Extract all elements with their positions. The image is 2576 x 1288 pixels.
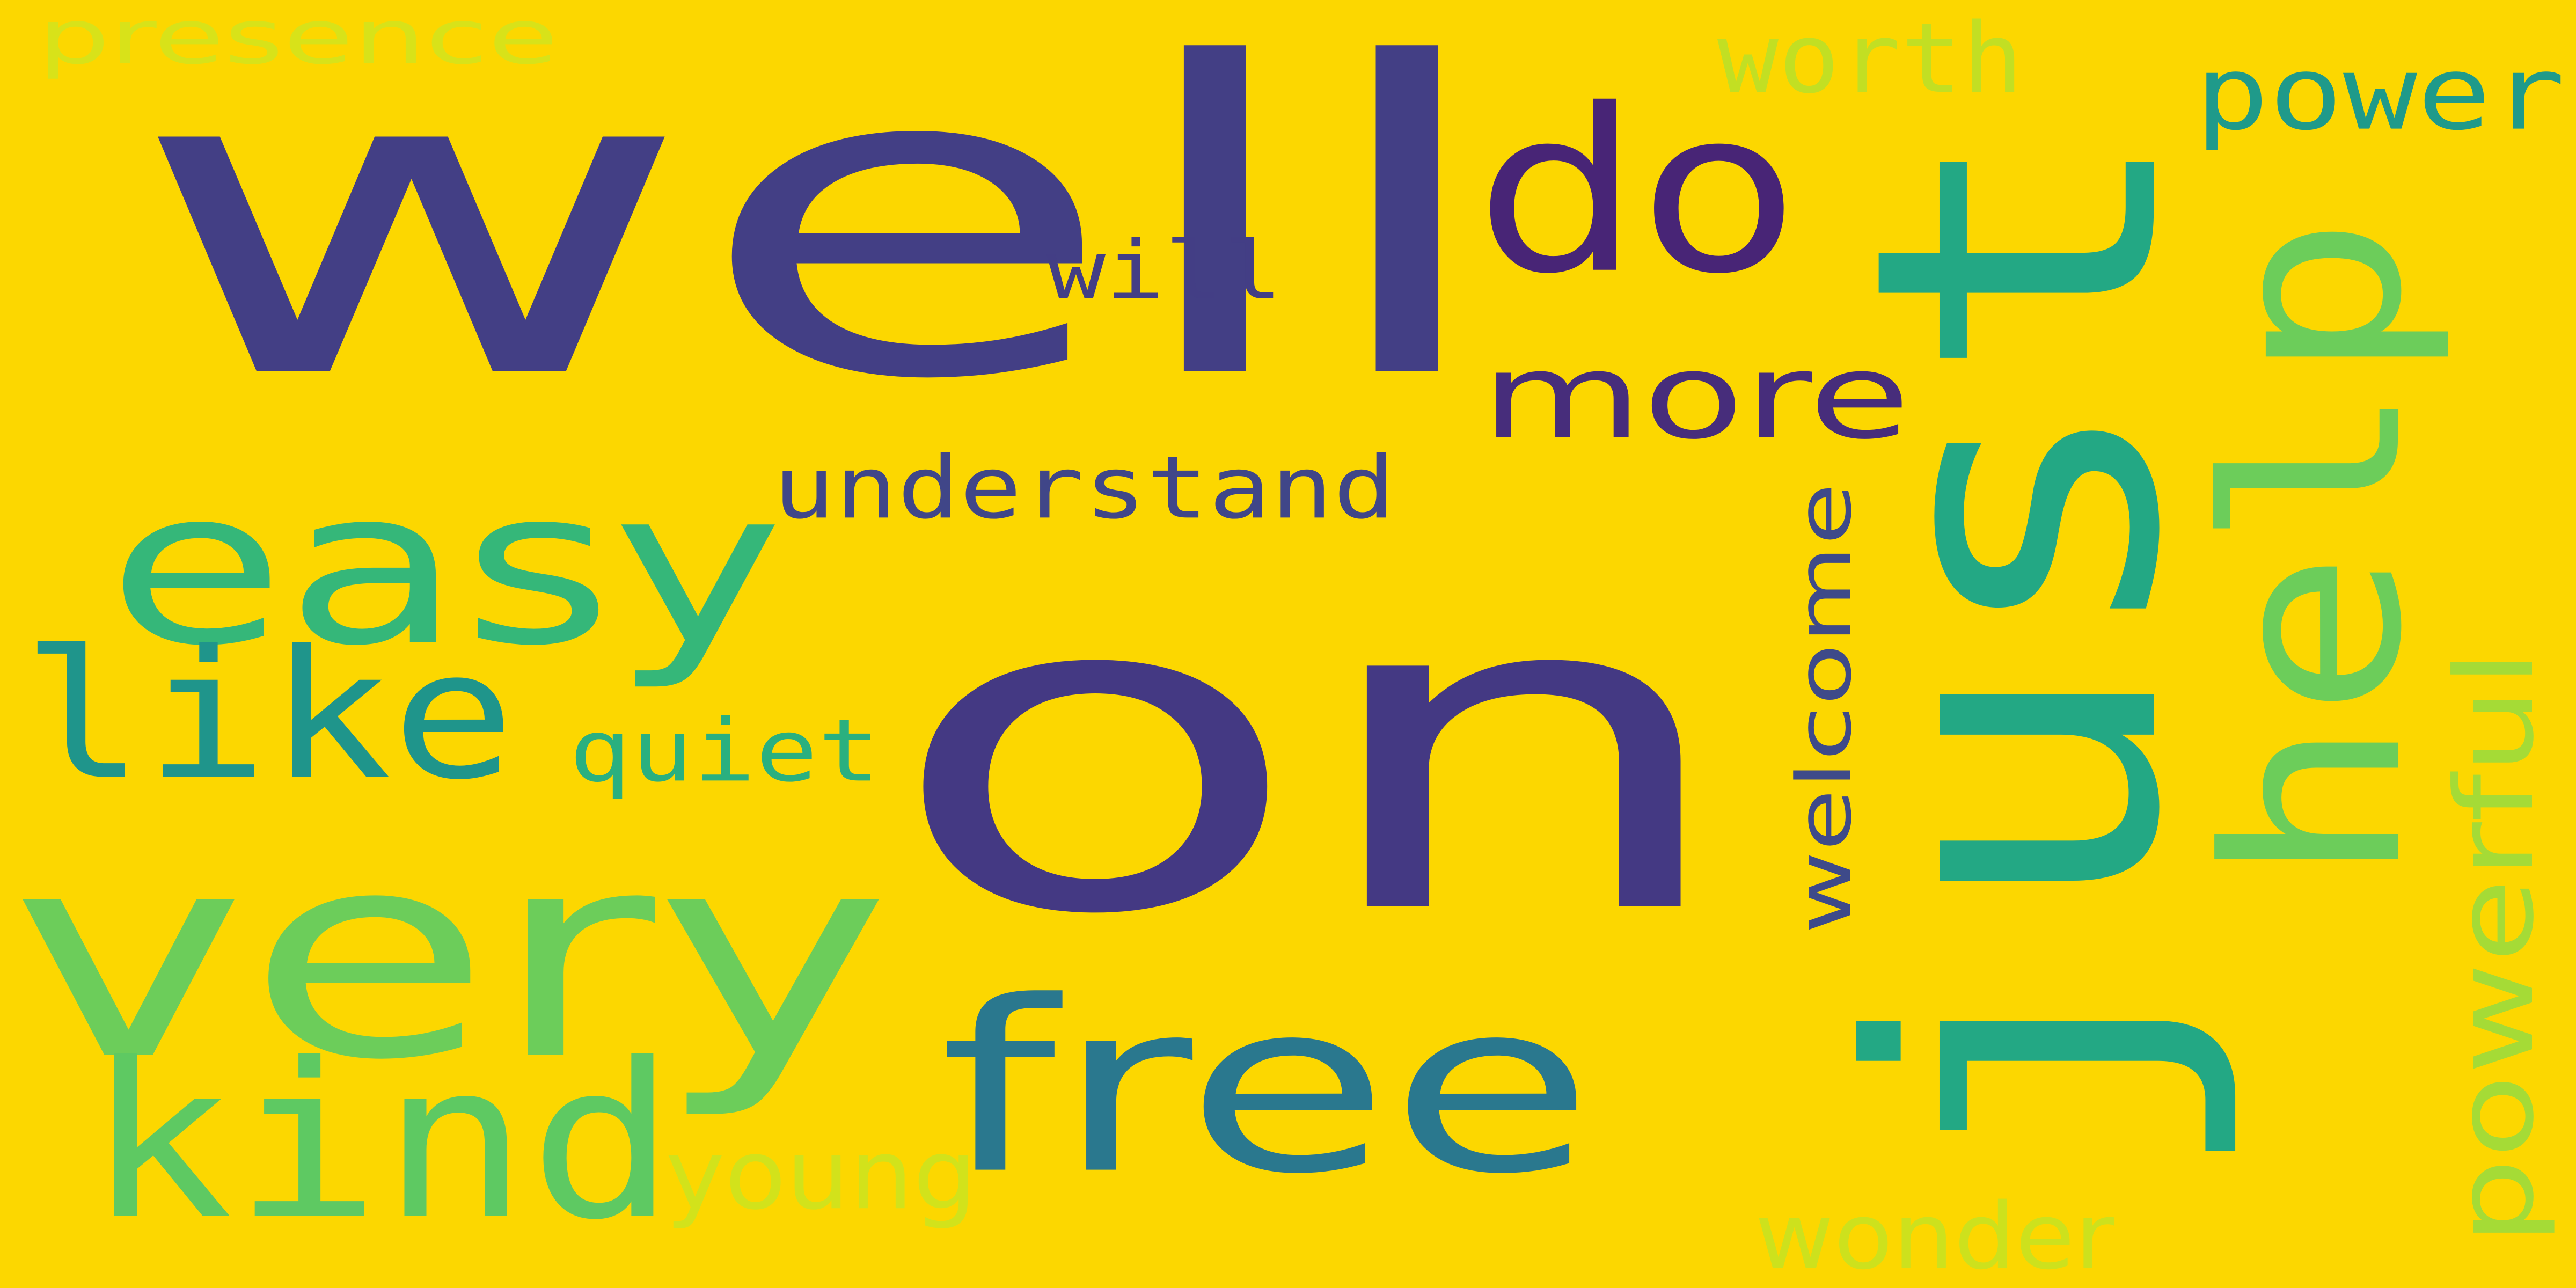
word-like: like: [21, 612, 515, 819]
word-understand: understand: [773, 437, 1395, 538]
word-free: free: [939, 950, 1594, 1227]
word-very: very: [11, 790, 891, 1123]
word-help: help: [2173, 215, 2456, 886]
word-more: more: [1481, 327, 1911, 466]
word-easy: easy: [107, 442, 784, 693]
word-do: do: [1476, 60, 1798, 324]
word-power: power: [2195, 33, 2565, 153]
word-powerful: powerful: [2432, 649, 2558, 1245]
word-worth: worth: [1717, 2, 2023, 115]
word-on: on: [885, 497, 1739, 1012]
word-kind: kind: [86, 1016, 676, 1268]
word-quiet: quiet: [569, 700, 880, 801]
word-presence: presence: [38, 0, 558, 82]
word-well: well: [129, 0, 1503, 474]
word-will: will: [1046, 223, 1283, 318]
word-wonder: wonder: [1755, 1183, 2114, 1288]
word-just: just: [1789, 118, 2248, 1191]
word-young: young: [665, 1118, 977, 1232]
word-welcome: welcome: [1780, 483, 1869, 934]
